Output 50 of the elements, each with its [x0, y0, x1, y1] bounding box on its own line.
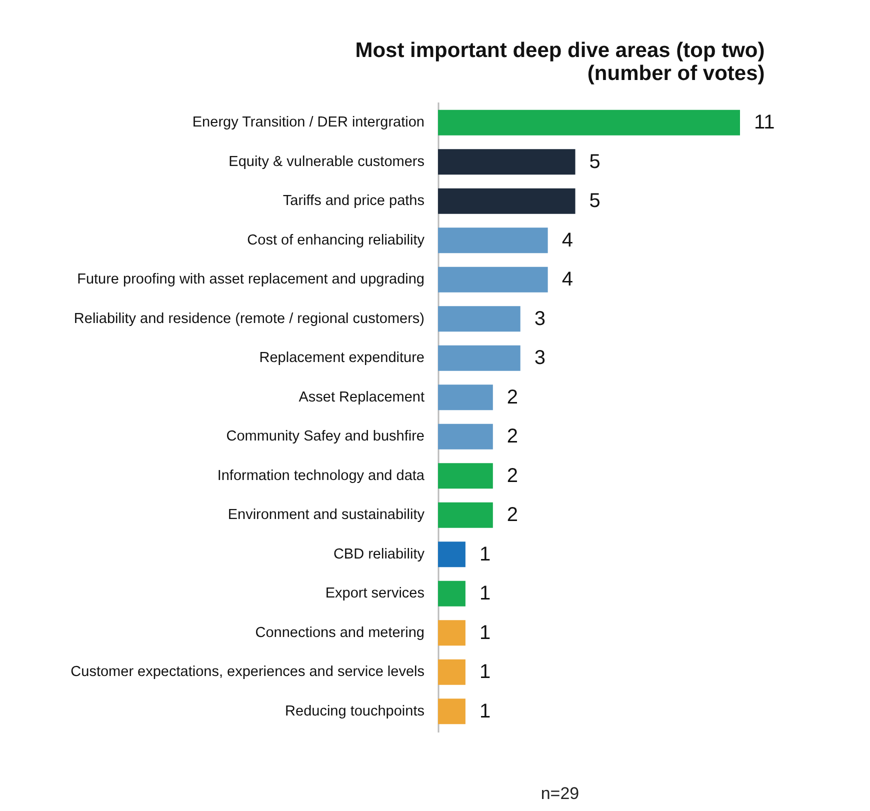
data-label: 4: [562, 268, 573, 291]
y-tick-label: Energy Transition / DER intergration: [192, 114, 424, 131]
bar: [438, 149, 576, 175]
bar: [438, 384, 493, 410]
data-label: 1: [479, 661, 491, 684]
data-label: 5: [589, 150, 600, 173]
data-label: 2: [506, 504, 518, 526]
bar: [438, 659, 466, 685]
y-tick-label: Tariffs and price paths: [282, 193, 424, 210]
data-label: 2: [506, 426, 518, 448]
bar: [438, 228, 548, 254]
bar: [438, 266, 548, 292]
data-label: 11: [754, 112, 775, 134]
data-label: 1: [479, 582, 491, 605]
y-tick-label: Reliability and residence (remote / regional customers): [74, 310, 424, 327]
y-tick-label: Reducing touchpoints: [285, 703, 424, 720]
bar: [438, 542, 466, 568]
bar: [438, 110, 740, 136]
y-tick-label: Replacement expenditure: [259, 350, 424, 366]
y-tick-label: Future proofing with asset replacement and upgrading: [77, 272, 424, 288]
data-label: 3: [534, 347, 546, 370]
chart-title: Most important deep dive areas (top two) (number of votes): [355, 39, 765, 85]
bar: [438, 620, 466, 646]
data-label: 5: [589, 190, 600, 212]
text: n=29: [540, 784, 580, 804]
y-tick-label: Equity & vulnerable customers: [228, 154, 424, 170]
bar: [438, 580, 466, 606]
y-tick-label: Asset Replacement: [298, 389, 424, 406]
y-tick-label: Community Safey and bushfire: [226, 428, 424, 445]
data-label: 1: [479, 622, 491, 644]
data-label: 4: [562, 229, 573, 252]
data-label: 2: [506, 386, 518, 408]
bar: [438, 345, 520, 371]
bar: [438, 463, 493, 489]
data-label: 3: [534, 308, 546, 330]
data-label: 2: [506, 464, 518, 487]
y-tick-label: Environment and sustainability: [228, 507, 426, 524]
y-tick-label: Customer expectations, experiences and service levels: [70, 664, 424, 680]
y-tick-label: CBD reliability: [333, 546, 426, 562]
bar: [438, 502, 493, 528]
data-label: 1: [479, 700, 491, 722]
y-tick-label: Cost of enhancing reliability: [247, 232, 426, 248]
y-tick-label: Information technology and data: [217, 468, 426, 484]
y-tick-label: Connections and metering: [255, 624, 424, 641]
bar: [438, 698, 466, 724]
bar: [438, 424, 493, 450]
data-label: 1: [479, 543, 491, 566]
y-tick-label: Export services: [325, 586, 424, 602]
bar: [438, 188, 576, 214]
bar: [438, 306, 520, 332]
